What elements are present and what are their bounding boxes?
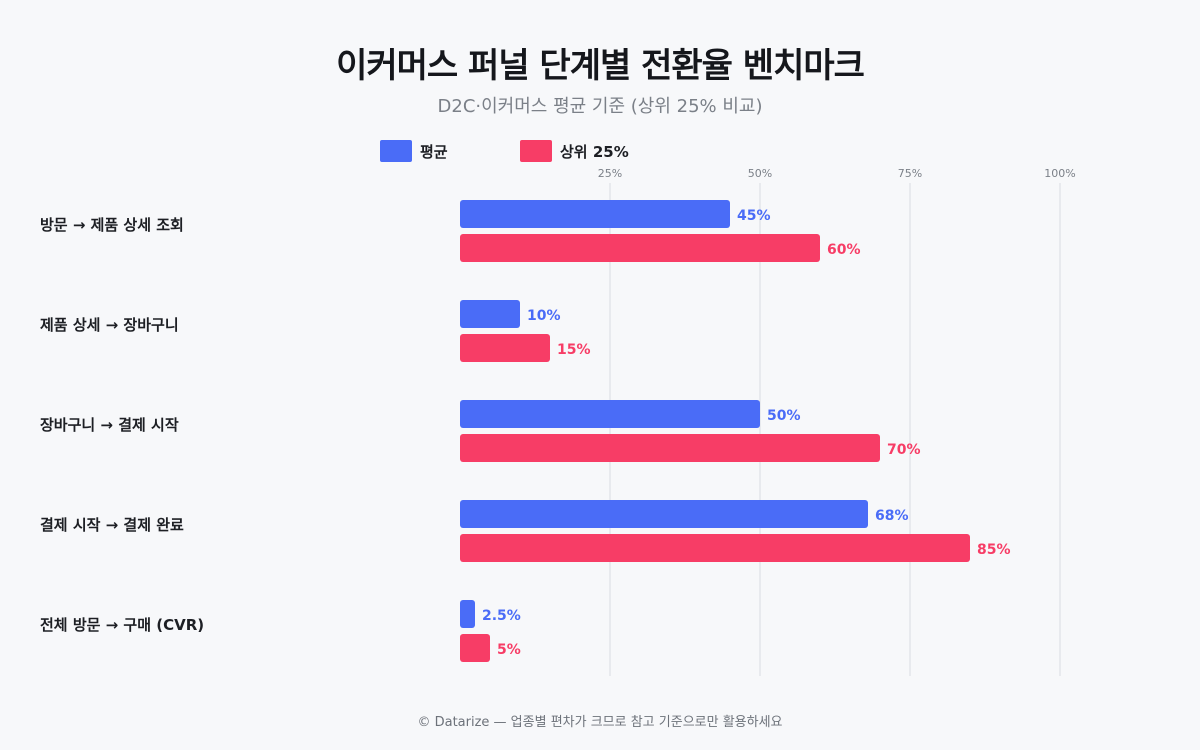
category-label: 전체 방문 → 구매 (CVR) — [40, 616, 204, 634]
bar-average — [460, 400, 760, 428]
x-tick-label: 50% — [748, 167, 772, 180]
data-label-average: 10% — [527, 308, 561, 324]
category-label: 방문 → 제품 상세 조회 — [40, 216, 184, 234]
legend-swatch-top25 — [520, 140, 552, 162]
legend-item-average: 평균 — [380, 140, 448, 162]
data-label-top25: 70% — [887, 442, 921, 458]
x-tick-label: 100% — [1044, 167, 1075, 180]
bar-top25 — [460, 634, 490, 662]
data-label-top25: 85% — [977, 542, 1011, 558]
data-label-average: 50% — [767, 408, 801, 424]
chart-subtitle: D2C·이커머스 평균 기준 (상위 25% 비교) — [437, 96, 763, 117]
chart-title: 이커머스 퍼널 단계별 전환율 벤치마크 — [336, 46, 865, 86]
legend-swatch-average — [380, 140, 412, 162]
bar-average — [460, 200, 730, 228]
category-label: 장바구니 → 결제 시작 — [40, 416, 179, 434]
category-label: 결제 시작 → 결제 완료 — [40, 516, 184, 534]
bar-top25 — [460, 434, 880, 462]
footer-note: © Datarize — 업종별 편차가 크므로 참고 기준으로만 활용하세요 — [417, 715, 783, 730]
legend-label-average: 평균 — [420, 142, 448, 161]
data-label-average: 2.5% — [482, 608, 521, 624]
data-label-top25: 60% — [827, 242, 861, 258]
data-label-top25: 15% — [557, 342, 591, 358]
category-label: 제품 상세 → 장바구니 — [40, 316, 179, 334]
bar-top25 — [460, 234, 820, 262]
data-label-average: 45% — [737, 208, 771, 224]
bar-chart: 25% 50% 75% 100% 방문 → 제품 상세 조회 45% 60% 제품 상세 → … — [40, 167, 1076, 676]
bar-top25 — [460, 534, 970, 562]
bar-average — [460, 600, 475, 628]
bar-average — [460, 500, 868, 528]
x-tick-label: 25% — [598, 167, 622, 180]
x-tick-label: 75% — [898, 167, 922, 180]
legend-label-top25: 상위 25% — [560, 142, 629, 161]
data-label-average: 68% — [875, 508, 909, 524]
data-label-top25: 5% — [497, 642, 521, 658]
bar-average — [460, 300, 520, 328]
legend-item-top25: 상위 25% — [520, 140, 629, 162]
bar-top25 — [460, 334, 550, 362]
